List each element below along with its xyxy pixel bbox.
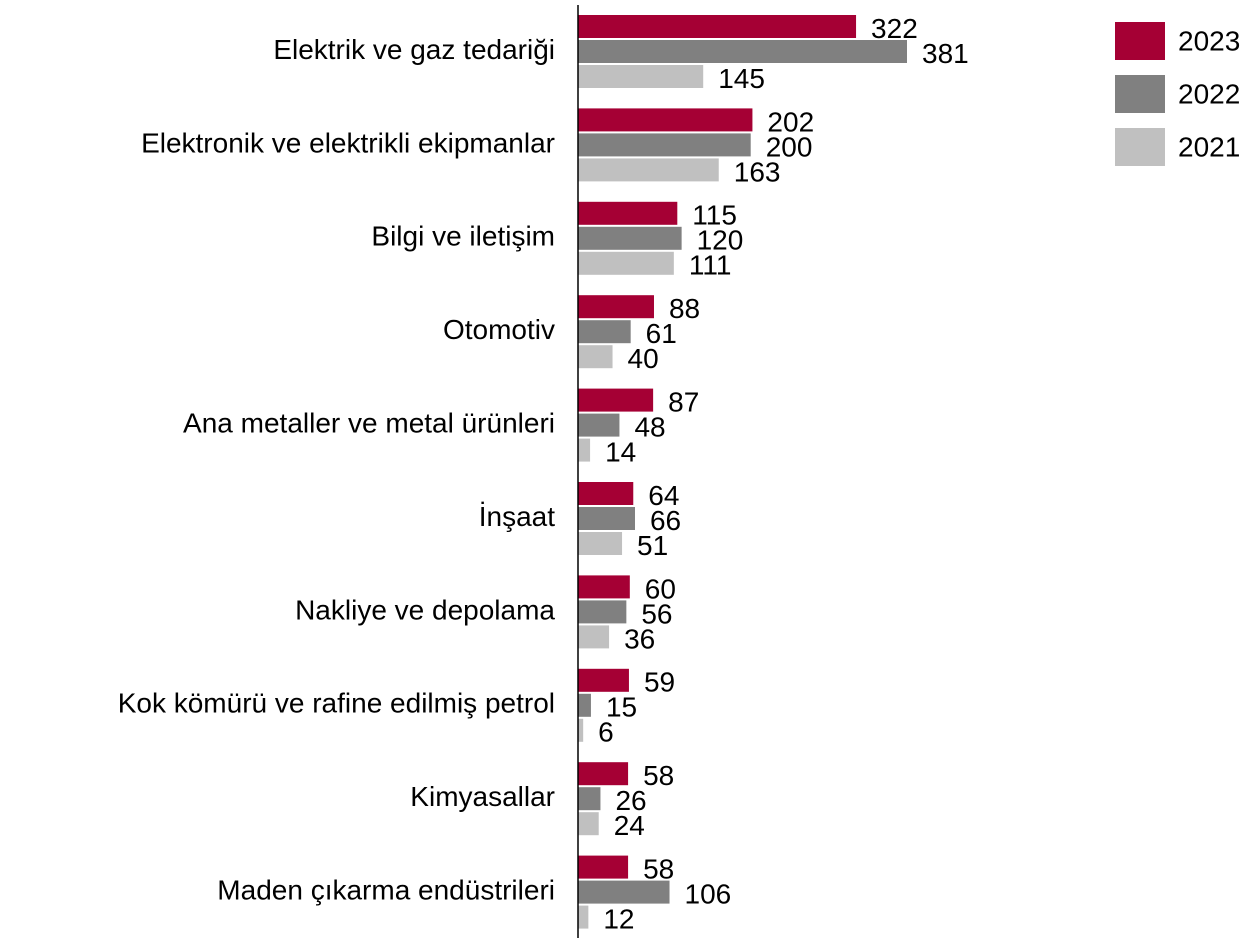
bar [578,295,654,319]
value-label: 115 [692,200,737,231]
value-label: 202 [767,106,814,137]
bar [578,133,751,157]
value-label: 59 [644,667,675,698]
value-label: 51 [637,530,668,561]
value-label: 163 [734,156,781,187]
legend-label: 2021 [1178,131,1240,162]
value-label: 61 [646,318,677,349]
bar [578,201,678,225]
bar [578,600,627,624]
bar [578,320,631,344]
value-label: 145 [718,63,765,94]
value-label: 6 [598,717,614,748]
category-label: İnşaat [479,501,555,532]
bar [578,532,623,555]
value-label: 36 [624,623,655,654]
bar [578,158,719,182]
category-label: Bilgi ve iletişim [371,221,555,252]
bar [578,855,629,879]
category-label: Elektrik ve gaz tedariği [273,34,555,65]
bar [578,482,634,505]
value-label: 106 [685,878,732,909]
bar [578,40,907,63]
bar [578,251,674,275]
legend-swatch [1115,128,1165,166]
bar [578,880,670,904]
value-label: 200 [766,131,813,162]
value-label: 111 [689,250,732,281]
bar [578,65,704,88]
value-label: 64 [648,480,679,511]
legend-label: 2023 [1178,25,1240,56]
bar [578,345,613,369]
value-label: 58 [643,853,674,884]
bar [578,438,591,462]
bar [578,413,620,437]
value-label: 15 [606,692,637,723]
category-label: Kok kömürü ve rafine edilmiş petrol [118,688,555,719]
category-label: Ana metaller ve metal ürünleri [183,407,555,438]
bar [578,507,635,530]
value-label: 56 [641,598,672,629]
legend-swatch [1115,22,1165,60]
value-label: 24 [614,810,645,841]
value-label: 87 [668,386,699,417]
bar [578,108,753,132]
value-label: 48 [634,411,665,442]
value-label: 14 [605,436,636,467]
value-label: 66 [650,505,681,536]
category-label: Maden çıkarma endüstrileri [217,874,555,905]
category-label: Elektronik ve elektrikli ekipmanlar [141,127,555,158]
legend-label: 2022 [1178,78,1240,109]
bar [578,693,591,717]
bar [578,15,857,38]
value-label: 88 [669,293,700,324]
value-label: 60 [645,573,676,604]
bar [578,226,682,250]
bar [578,905,589,929]
bar [578,812,599,836]
value-label: 12 [603,903,634,934]
value-label: 58 [643,760,674,791]
bar [578,762,629,786]
bar [578,668,629,692]
bar [578,575,630,599]
value-label: 40 [628,343,659,374]
value-label: 120 [697,225,744,256]
bar [578,625,610,649]
bar [578,787,601,811]
category-label: Nakliye ve depolama [295,594,555,625]
category-label: Otomotiv [443,314,555,345]
value-label: 322 [871,13,918,44]
legend-swatch [1115,75,1165,113]
value-label: 381 [922,38,969,69]
bar [578,388,654,412]
value-label: 26 [615,785,646,816]
bar [578,718,584,742]
category-label: Kimyasallar [410,781,555,812]
